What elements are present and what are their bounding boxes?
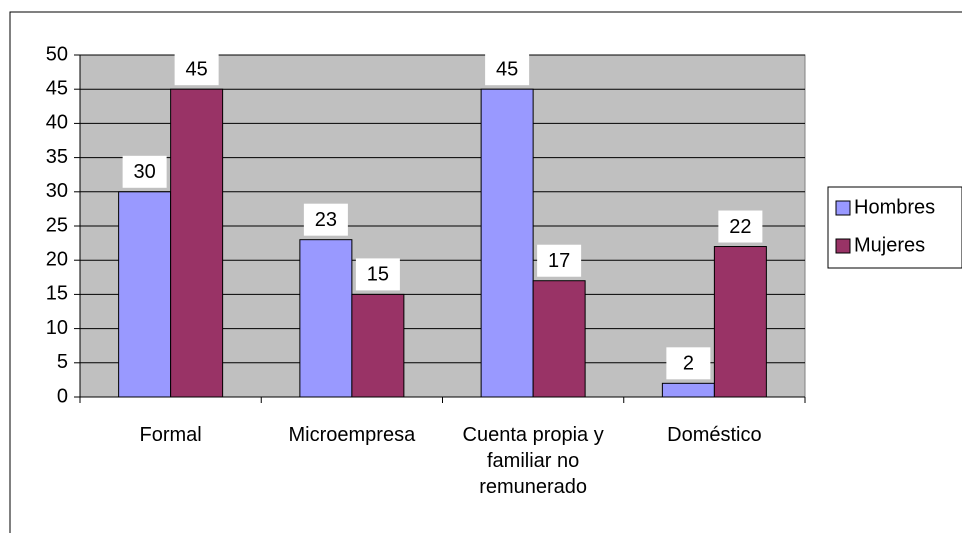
bar [118,191,172,398]
data-label: 45 [496,58,518,80]
data-label: 23 [315,209,337,231]
data-label: 2 [683,353,694,375]
x-tick-label: Formal [139,424,202,446]
bar [299,239,353,398]
legend-swatch [835,238,851,254]
legend-label: Mujeres [854,234,925,256]
data-label: 30 [134,161,156,183]
y-tick-label: 35 [46,146,68,168]
bar [713,246,767,398]
data-label-bg [122,155,167,188]
legend-swatch [835,200,851,216]
x-tick-label: Cuenta propia y familiar no remunerado [462,424,604,498]
data-label-bg [303,203,348,236]
data-label: 17 [548,250,570,272]
y-tick-label: 10 [46,317,68,339]
y-tick-label: 40 [46,112,68,134]
data-label-bg [537,244,582,277]
bar [170,88,224,398]
y-tick-label: 30 [46,180,68,202]
data-label: 22 [729,216,751,238]
x-tick-label: Microempresa [288,424,416,446]
y-tick-label: 45 [46,77,68,99]
y-tick-label: 20 [46,248,68,270]
legend-label: Hombres [854,196,935,218]
data-label-bg [666,347,711,380]
bar [351,293,405,398]
y-tick-label: 5 [57,351,68,373]
data-label: 15 [367,264,389,286]
x-tick-label: Doméstico [667,424,762,446]
data-label-bg [718,210,763,243]
data-label: 45 [186,58,208,80]
data-label-bg [485,53,530,86]
data-label-bg [355,258,400,291]
y-tick-label: 15 [46,283,68,305]
y-tick-label: 25 [46,214,68,236]
bar [661,382,715,398]
bar [532,280,586,398]
y-tick-label: 50 [46,43,68,65]
data-label-bg [174,53,219,86]
bar [480,88,534,398]
chart-border [9,11,962,533]
y-tick-label: 0 [57,385,68,407]
